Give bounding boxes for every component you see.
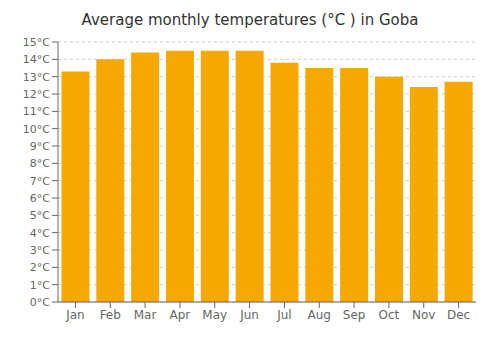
svg-text:7°C: 7°C	[30, 175, 50, 188]
svg-text:15°C: 15°C	[23, 36, 50, 49]
svg-text:13°C: 13°C	[23, 71, 50, 84]
svg-text:Feb: Feb	[100, 308, 121, 322]
svg-text:14°C: 14°C	[23, 53, 50, 66]
svg-text:Nov: Nov	[412, 308, 435, 322]
svg-text:8°C: 8°C	[30, 157, 50, 170]
svg-text:12°C: 12°C	[23, 88, 50, 101]
svg-text:10°C: 10°C	[23, 123, 50, 136]
svg-text:9°C: 9°C	[30, 140, 50, 153]
svg-text:4°C: 4°C	[30, 227, 50, 240]
svg-text:0°C: 0°C	[30, 296, 50, 309]
svg-text:1°C: 1°C	[30, 279, 50, 292]
svg-text:May: May	[202, 308, 227, 322]
html-text:Average monthly temperatures (: Average monthly temperatures (°C ) in Go…	[81, 11, 419, 29]
svg-text:3°C: 3°C	[30, 244, 50, 257]
svg-text:6°C: 6°C	[30, 192, 50, 205]
svg-text:Sep: Sep	[343, 308, 366, 322]
svg-text:2°C: 2°C	[30, 261, 50, 274]
svg-text:Jul: Jul	[276, 308, 291, 322]
svg-text:Oct: Oct	[379, 308, 400, 322]
svg-text:Apr: Apr	[170, 308, 191, 322]
svg-text:Aug: Aug	[308, 308, 331, 322]
svg-text:Jan: Jan	[65, 308, 85, 322]
svg-text:Jun: Jun	[239, 308, 259, 322]
svg-text:Dec: Dec	[447, 308, 470, 322]
svg-text:5°C: 5°C	[30, 209, 50, 222]
svg-text:Mar: Mar	[134, 308, 157, 322]
svg-text:11°C: 11°C	[23, 105, 50, 118]
